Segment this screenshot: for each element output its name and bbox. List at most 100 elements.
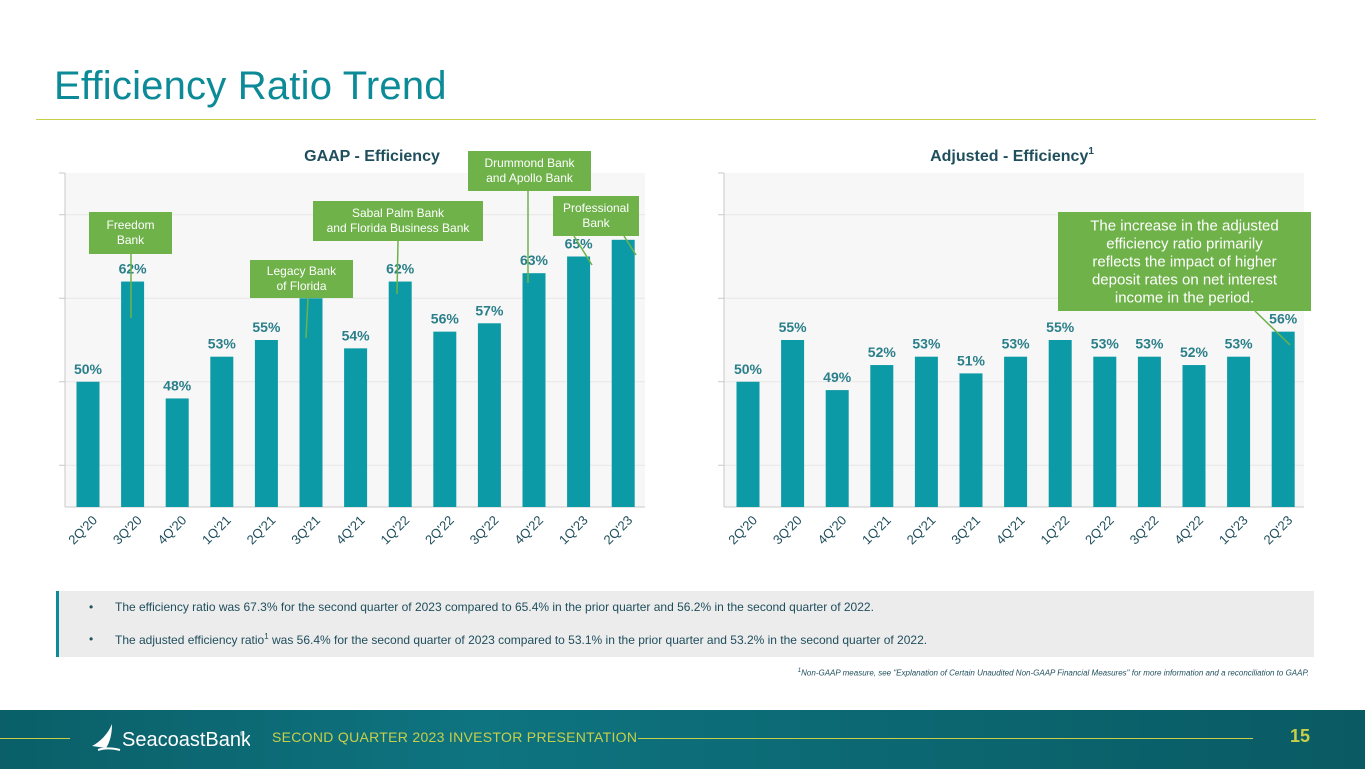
footer-rule-left bbox=[0, 738, 70, 739]
bar bbox=[1004, 356, 1028, 507]
sail-logo-icon bbox=[92, 724, 121, 751]
callout-text: Professional bbox=[563, 201, 629, 215]
x-tick-label: 1Q'22 bbox=[377, 513, 412, 548]
svg-text:SeacoastBank: SeacoastBank bbox=[122, 729, 250, 751]
callout-text: The increase in the adjusted bbox=[1090, 218, 1278, 235]
bar bbox=[736, 381, 760, 507]
bar bbox=[344, 348, 368, 507]
callout-line bbox=[396, 240, 399, 295]
callout-text: Bank bbox=[582, 216, 610, 230]
bar bbox=[1271, 331, 1295, 507]
data-label: 53% bbox=[912, 336, 941, 352]
callout-text: reflects the impact of higher bbox=[1092, 254, 1276, 271]
charts-canvas: GAAP - Efficiency 50% 2Q'20 62% 3Q'20 48% 4Q'2… bbox=[59, 146, 1311, 548]
callout-text: and Florida Business Bank bbox=[327, 221, 471, 235]
footer-rule-right bbox=[638, 738, 1253, 739]
footnote: 1Non-GAAP measure, see "Explanation of C… bbox=[797, 668, 1309, 678]
bar bbox=[433, 331, 457, 507]
data-label: 50% bbox=[74, 361, 103, 377]
callout-line bbox=[623, 235, 637, 256]
callout-text: of Florida bbox=[276, 279, 326, 293]
bar bbox=[959, 373, 983, 507]
x-tick-label: 4Q'20 bbox=[154, 513, 189, 548]
x-tick-label: 2Q'22 bbox=[422, 513, 457, 548]
bar bbox=[254, 340, 278, 507]
presentation-title: SECOND QUARTER 2023 INVESTOR PRESENTATIO… bbox=[272, 729, 638, 745]
callout-box bbox=[250, 260, 353, 298]
efficiency-chart-adjusted: Adjusted - Efficiency1 50% 2Q'20 55% 3Q'20 49… bbox=[718, 146, 1311, 547]
x-tick-label: 1Q'23 bbox=[1216, 513, 1251, 548]
callout-text: Bank bbox=[117, 233, 145, 247]
x-tick-label: 1Q'22 bbox=[1037, 513, 1072, 548]
bar bbox=[121, 281, 145, 507]
data-label: 56% bbox=[1269, 311, 1298, 327]
x-tick-label: 2Q'21 bbox=[904, 513, 939, 548]
bar bbox=[477, 323, 501, 507]
bar bbox=[522, 273, 546, 507]
data-label: 53% bbox=[1002, 336, 1031, 352]
callout-text: Drummond Bank bbox=[484, 156, 575, 170]
x-tick-label: 2Q'22 bbox=[1082, 513, 1117, 548]
x-tick-label: 1Q'23 bbox=[556, 513, 591, 548]
x-tick-label: 4Q'22 bbox=[511, 513, 546, 548]
bullet-text: The efficiency ratio was 67.3% for the s… bbox=[115, 600, 874, 614]
callout-line bbox=[573, 235, 593, 266]
bar bbox=[210, 356, 234, 507]
data-label: 55% bbox=[1046, 319, 1075, 335]
bar bbox=[388, 281, 412, 507]
data-label: 55% bbox=[779, 319, 808, 335]
bar bbox=[1093, 356, 1117, 507]
x-tick-label: 2Q'21 bbox=[244, 513, 279, 548]
callout-text: Legacy Bank bbox=[267, 264, 337, 278]
x-tick-label: 3Q'22 bbox=[1127, 513, 1162, 548]
bar bbox=[1137, 356, 1161, 507]
bar bbox=[76, 381, 100, 507]
x-tick-label: 4Q'22 bbox=[1171, 513, 1206, 548]
summary-bullets: • The efficiency ratio was 67.3% for the… bbox=[56, 591, 1314, 657]
data-label: 62% bbox=[119, 261, 148, 277]
x-tick-label: 3Q'22 bbox=[467, 513, 502, 548]
x-tick-label: 4Q'20 bbox=[814, 513, 849, 548]
callout-text: deposit rates on net interest bbox=[1092, 272, 1278, 289]
data-label: 53% bbox=[1225, 336, 1254, 352]
callout-text: Sabal Palm Bank bbox=[352, 206, 445, 220]
callout-line bbox=[305, 297, 309, 339]
data-label: 49% bbox=[823, 369, 852, 385]
data-label: 54% bbox=[342, 327, 371, 343]
x-tick-label: 2Q'23 bbox=[1260, 513, 1295, 548]
footer-bar: SeacoastBank ® SECOND QUARTER 2023 INVES… bbox=[0, 710, 1365, 769]
data-label: 62% bbox=[386, 261, 415, 277]
bar bbox=[1227, 356, 1251, 507]
data-label: 57% bbox=[475, 302, 504, 318]
x-tick-label: 3Q'21 bbox=[948, 513, 983, 548]
x-tick-label: 2Q'23 bbox=[600, 513, 635, 548]
x-tick-label: 3Q'20 bbox=[770, 513, 805, 548]
bar bbox=[567, 256, 591, 507]
data-label: 53% bbox=[208, 336, 237, 352]
x-tick-label: 3Q'21 bbox=[288, 513, 323, 548]
bullet-marker: • bbox=[89, 632, 94, 646]
x-tick-label: 1Q'21 bbox=[199, 513, 234, 548]
seacoast-bank-logo: SeacoastBank ® bbox=[92, 724, 250, 751]
data-label: 63% bbox=[520, 252, 549, 268]
bar bbox=[870, 365, 894, 507]
callout-text: efficiency ratio primarily bbox=[1106, 236, 1263, 253]
data-label: 48% bbox=[163, 377, 192, 393]
data-label: 53% bbox=[1135, 336, 1164, 352]
data-label: 53% bbox=[1091, 336, 1120, 352]
bar bbox=[1048, 340, 1072, 507]
data-label: 56% bbox=[431, 311, 460, 327]
x-tick-label: 2Q'20 bbox=[725, 513, 760, 548]
callout-line bbox=[1254, 310, 1291, 346]
callout-box bbox=[553, 196, 639, 236]
chart-title: Adjusted - Efficiency1 bbox=[930, 146, 1094, 165]
chart-title: GAAP - Efficiency bbox=[304, 148, 440, 165]
bullet-text: The adjusted efficiency ratio1 was 56.4%… bbox=[115, 632, 928, 647]
callout-box bbox=[1058, 212, 1311, 311]
x-tick-label: 4Q'21 bbox=[333, 513, 368, 548]
x-tick-label: 1Q'21 bbox=[859, 513, 894, 548]
bar bbox=[825, 390, 849, 507]
